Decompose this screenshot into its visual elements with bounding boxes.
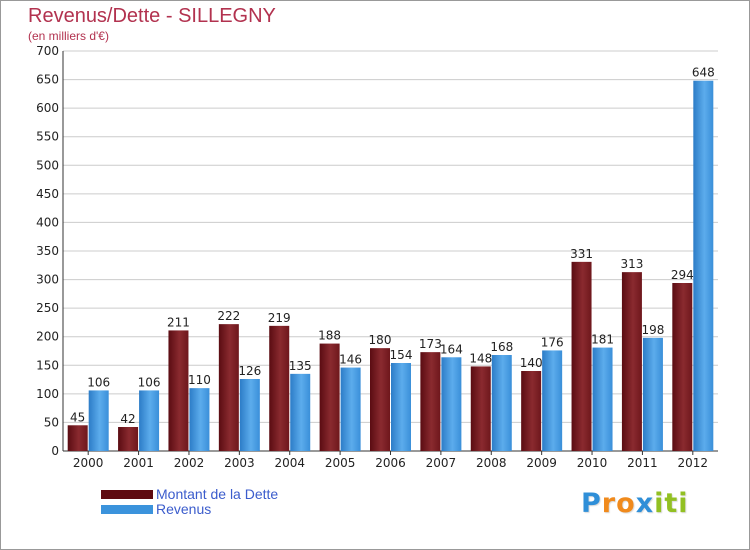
y-tick-label: 150 (36, 358, 59, 372)
bar-debt (672, 283, 693, 451)
y-tick-label: 700 (36, 44, 59, 58)
bar-debt (118, 427, 139, 451)
x-tick-label: 2003 (224, 456, 255, 470)
data-label-debt: 148 (469, 351, 492, 365)
bar-revenue (290, 373, 311, 451)
data-label-revenue: 168 (490, 340, 513, 354)
bar-revenue (491, 355, 512, 451)
brand-letter: i (678, 488, 689, 519)
x-tick-label: 2010 (577, 456, 608, 470)
data-label-revenue: 176 (541, 335, 564, 349)
data-label-revenue: 181 (591, 333, 614, 347)
x-tick-label: 2002 (174, 456, 205, 470)
bar-revenue (592, 347, 613, 451)
bar-revenue (88, 390, 109, 451)
bar-revenue (642, 337, 663, 451)
data-label-debt: 331 (570, 247, 593, 261)
brand-letter: o (616, 488, 636, 519)
x-tick-label: 2000 (73, 456, 104, 470)
legend-label-revenue: Revenus (156, 501, 212, 517)
legend-swatch-debt (101, 490, 153, 499)
y-tick-label: 250 (36, 301, 59, 315)
bar-revenue (340, 367, 361, 451)
x-tick-label: 2007 (426, 456, 457, 470)
y-tick-label: 300 (36, 273, 59, 287)
data-label-debt: 219 (268, 311, 291, 325)
y-tick-label: 500 (36, 158, 59, 172)
data-label-revenue: 106 (87, 375, 110, 389)
x-tick-label: 2008 (476, 456, 507, 470)
y-tick-label: 50 (44, 415, 59, 429)
bar-revenue (239, 379, 260, 451)
bar-debt (571, 261, 592, 451)
data-label-debt: 45 (70, 410, 85, 424)
data-label-revenue: 135 (289, 359, 312, 373)
data-label-debt: 222 (217, 309, 240, 323)
y-tick-label: 100 (36, 387, 59, 401)
data-label-debt: 188 (318, 329, 341, 343)
y-tick-label: 550 (36, 130, 59, 144)
data-label-debt: 173 (419, 337, 442, 351)
x-tick-label: 2006 (375, 456, 406, 470)
data-label-revenue: 110 (188, 373, 211, 387)
x-tick-label: 2004 (274, 456, 305, 470)
brand-letter: P (581, 488, 602, 519)
data-label-revenue: 146 (339, 353, 362, 367)
data-label-revenue: 154 (390, 348, 413, 362)
y-tick-label: 0 (51, 444, 59, 458)
brand-letter: t (664, 488, 679, 519)
data-label-debt: 180 (369, 333, 392, 347)
y-tick-label: 650 (36, 73, 59, 87)
brand-logo: Proxiti (581, 488, 689, 519)
y-tick-label: 400 (36, 215, 59, 229)
data-label-debt: 42 (120, 412, 135, 426)
data-label-revenue: 126 (238, 364, 261, 378)
y-tick-label: 450 (36, 187, 59, 201)
data-label-revenue: 164 (440, 342, 463, 356)
bar-debt (218, 324, 239, 451)
bar-debt (67, 425, 88, 451)
bar-revenue (542, 350, 563, 451)
brand-letter: x (635, 488, 655, 519)
data-label-revenue: 198 (641, 323, 664, 337)
data-label-revenue: 106 (138, 375, 161, 389)
bar-revenue (693, 80, 714, 451)
bar-debt (420, 352, 441, 451)
y-tick-label: 200 (36, 330, 59, 344)
x-tick-label: 2012 (678, 456, 709, 470)
bar-revenue (139, 390, 160, 451)
x-tick-label: 2005 (325, 456, 356, 470)
bar-debt (370, 348, 390, 451)
y-tick-label: 350 (36, 244, 59, 258)
data-label-debt: 211 (167, 315, 190, 329)
bar-debt (521, 371, 542, 451)
bar-debt (269, 325, 290, 451)
chart-title: Revenus/Dette - SILLEGNY (28, 5, 276, 27)
data-label-debt: 140 (520, 356, 543, 370)
bar-revenue (391, 363, 411, 451)
bar-debt (470, 366, 491, 451)
x-tick-label: 2001 (123, 456, 154, 470)
data-label-revenue: 648 (692, 66, 715, 80)
bar-debt (621, 272, 642, 451)
x-tick-label: 2009 (526, 456, 557, 470)
data-label-debt: 313 (620, 257, 643, 271)
brand-letter: i (654, 488, 665, 519)
legend-swatch-revenue (101, 505, 153, 514)
bar-revenue (441, 357, 462, 451)
chart-subtitle: (en milliers d'€) (28, 29, 109, 43)
bar-revenue (189, 388, 210, 451)
x-tick-label: 2011 (627, 456, 658, 470)
data-label-debt: 294 (671, 268, 694, 282)
brand-letter: r (601, 488, 617, 519)
y-tick-label: 600 (36, 101, 59, 115)
bar-debt (319, 343, 340, 451)
legend-label-debt: Montant de la Dette (156, 486, 279, 502)
bar-debt (168, 330, 189, 451)
